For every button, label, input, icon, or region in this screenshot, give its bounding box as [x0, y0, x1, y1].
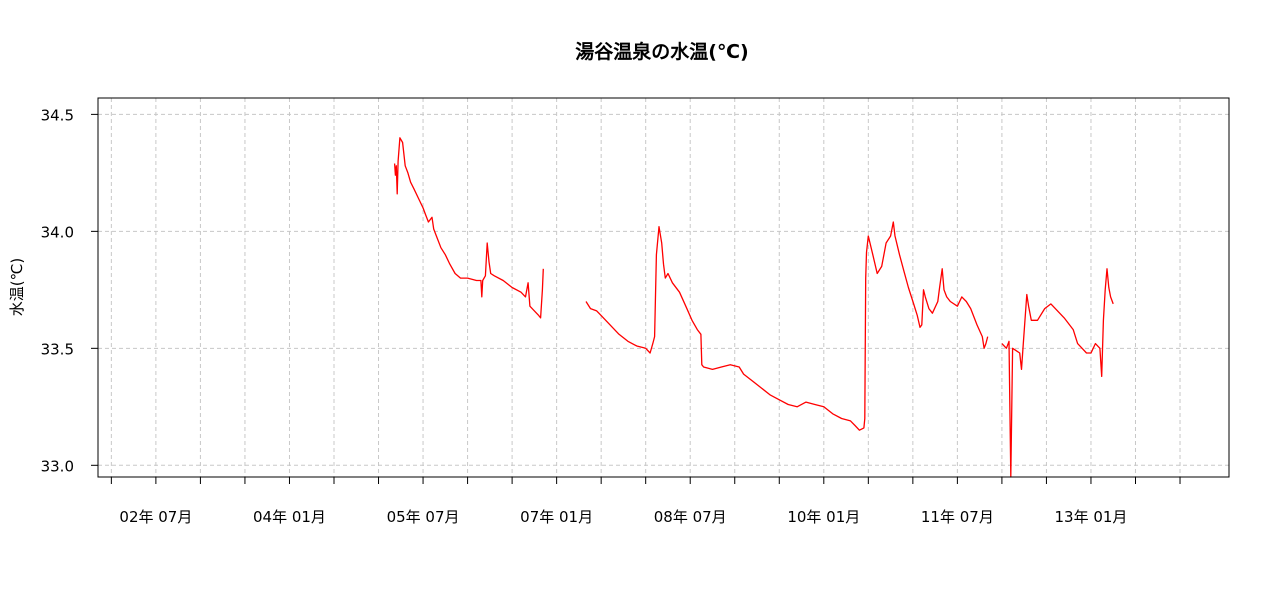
y-tick-label: 33.5 — [41, 340, 74, 358]
plot-border — [97, 97, 1230, 478]
series-line-segment — [1001, 268, 1114, 478]
x-axis: 02年 07月 04年 01月 05年 07月 07年 01月 08年 07月 10年 0… — [110, 477, 1181, 526]
chart-title: 湯谷温泉の水温(℃) — [575, 40, 748, 63]
x-tick-label: 13年 01月 — [1054, 508, 1127, 526]
y-axis: 33.0 33.5 34.0 34.5 — [41, 106, 98, 475]
x-tick-label: 07年 01月 — [520, 508, 593, 526]
y-tick-label: 33.0 — [41, 457, 74, 475]
x-tick-label: 05年 07月 — [387, 508, 460, 526]
temperature-line — [393, 137, 1114, 478]
y-axis-label: 水温(℃) — [8, 258, 26, 317]
y-tick-label: 34.0 — [41, 223, 74, 241]
grid — [98, 98, 1229, 477]
x-tick-label: 08年 07月 — [654, 508, 727, 526]
series-line-segment — [585, 221, 989, 431]
y-tick-label: 34.5 — [41, 106, 74, 124]
x-tick-label: 02年 07月 — [119, 508, 192, 526]
series-line-segment — [393, 137, 544, 319]
x-tick-label: 11年 07月 — [921, 508, 994, 526]
x-tick-label: 04年 01月 — [253, 508, 326, 526]
x-tick-label: 10年 01月 — [787, 508, 860, 526]
